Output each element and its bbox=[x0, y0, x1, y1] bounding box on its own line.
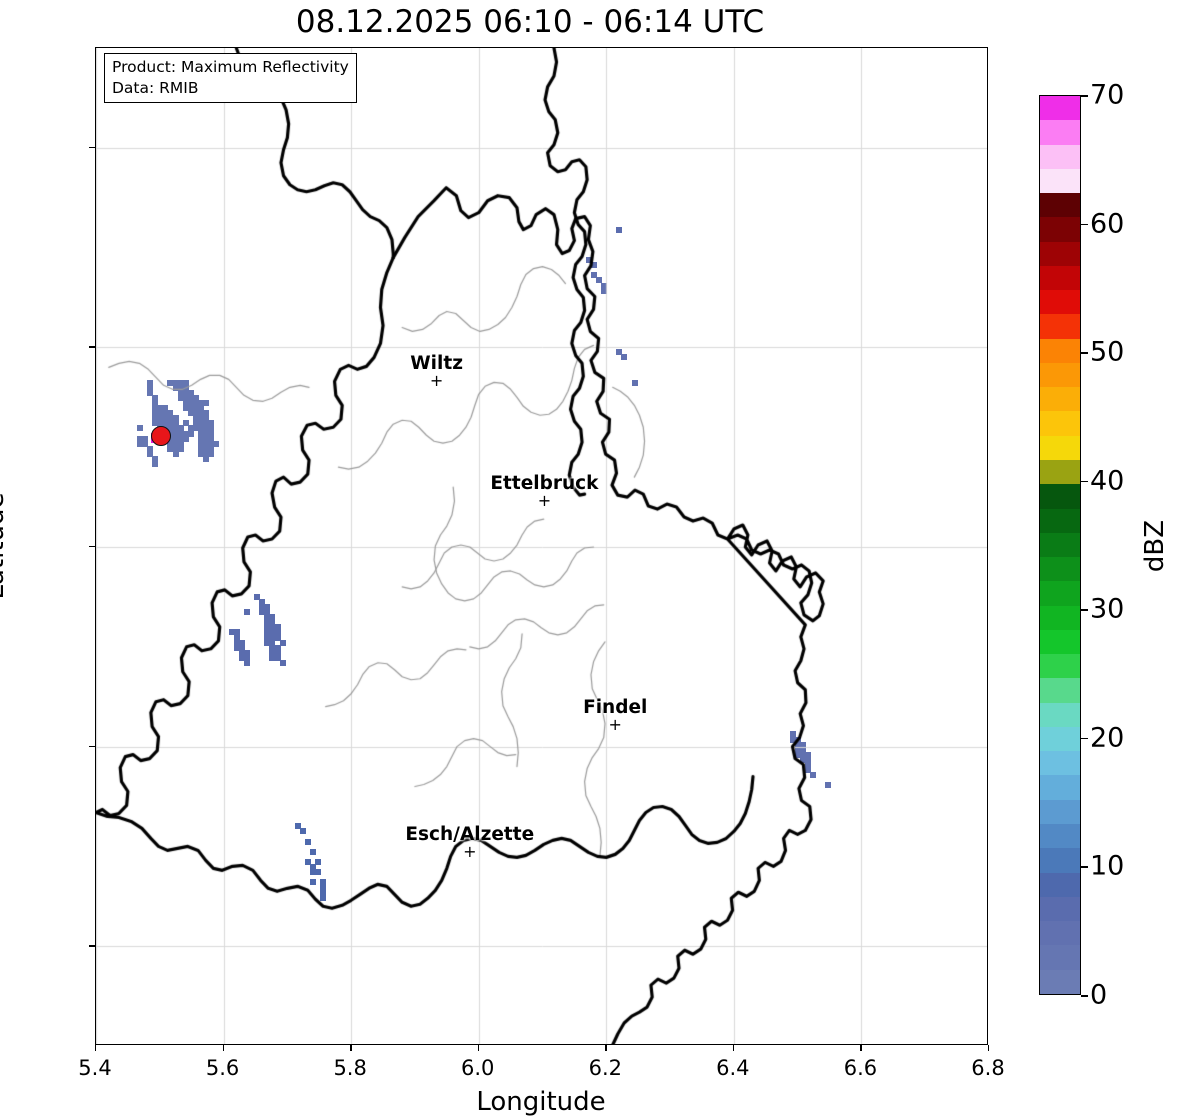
colorbar-tick bbox=[1081, 95, 1088, 97]
longitude-tick bbox=[988, 1045, 990, 1051]
colorbar-band bbox=[1040, 362, 1080, 388]
colorbar-band bbox=[1040, 654, 1080, 679]
colorbar-band bbox=[1040, 848, 1080, 873]
colorbar-band bbox=[1040, 435, 1080, 460]
latitude-tick bbox=[89, 745, 95, 747]
colorbar-band bbox=[1040, 726, 1080, 752]
latitude-tick bbox=[89, 945, 95, 947]
colorbar-tick-label: 70 bbox=[1090, 79, 1125, 111]
colorbar-tick-label: 60 bbox=[1090, 208, 1125, 240]
colorbar-band bbox=[1040, 168, 1080, 194]
latitude-tick bbox=[89, 546, 95, 548]
colorbar-band bbox=[1040, 241, 1080, 266]
colorbar-band bbox=[1040, 120, 1080, 145]
colorbar-band bbox=[1040, 387, 1080, 412]
colorbar-band bbox=[1040, 314, 1080, 339]
colorbar-band bbox=[1040, 799, 1080, 824]
longitude-tick-label: 5.8 bbox=[333, 1056, 367, 1080]
colorbar-tick bbox=[1081, 995, 1088, 997]
colorbar-band bbox=[1040, 411, 1080, 436]
dbz-colorbar bbox=[1039, 95, 1081, 995]
longitude-tick bbox=[860, 1045, 862, 1051]
colorbar-band bbox=[1040, 508, 1080, 533]
longitude-tick-label: 5.4 bbox=[78, 1056, 112, 1080]
page-title: 08.12.2025 06:10 - 06:14 UTC bbox=[295, 4, 765, 40]
colorbar-band bbox=[1040, 678, 1080, 703]
colorbar-tick bbox=[1081, 737, 1088, 740]
colorbar-band bbox=[1040, 751, 1080, 776]
colorbar-title: dBZ bbox=[1140, 519, 1170, 573]
longitude-tick bbox=[350, 1045, 352, 1051]
colorbar-band bbox=[1040, 144, 1080, 169]
colorbar-band bbox=[1040, 459, 1080, 485]
colorbar-band bbox=[1040, 921, 1080, 946]
colorbar-tick bbox=[1081, 866, 1088, 868]
longitude-tick bbox=[732, 1045, 735, 1051]
longitude-axis-title: Longitude bbox=[476, 1087, 606, 1117]
longitude-tick bbox=[95, 1045, 97, 1051]
longitude-tick bbox=[222, 1045, 224, 1051]
colorbar-band bbox=[1040, 484, 1080, 509]
infobox-product-line: Product: Maximum Reflectivity bbox=[112, 58, 349, 76]
colorbar-band bbox=[1040, 290, 1080, 315]
colorbar-band bbox=[1040, 581, 1080, 606]
colorbar-band bbox=[1040, 775, 1080, 800]
latitude-tick bbox=[89, 346, 95, 348]
radar-site-dot-icon bbox=[150, 426, 171, 447]
colorbar-tick bbox=[1081, 480, 1088, 483]
colorbar-tick bbox=[1081, 609, 1088, 611]
colorbar-tick-label: 20 bbox=[1090, 722, 1125, 754]
colorbar-tick-label: 10 bbox=[1090, 850, 1125, 882]
map-canvas-wrapper bbox=[96, 48, 987, 1044]
colorbar-band bbox=[1040, 945, 1080, 970]
colorbar-tick-label: 30 bbox=[1090, 593, 1125, 625]
colorbar-band bbox=[1040, 702, 1080, 727]
colorbar-tick-label: 50 bbox=[1090, 336, 1125, 368]
colorbar-band bbox=[1040, 605, 1080, 630]
colorbar-band bbox=[1040, 265, 1080, 291]
latitude-axis-title: Latitude bbox=[0, 492, 10, 600]
product-info-box: Product: Maximum Reflectivity Data: RMIB bbox=[104, 53, 357, 104]
longitude-tick-label: 6.8 bbox=[971, 1056, 1005, 1080]
longitude-tick-label: 5.6 bbox=[205, 1056, 240, 1080]
administrative-borders-layer bbox=[96, 48, 987, 1044]
longitude-tick bbox=[477, 1045, 480, 1051]
longitude-tick-label: 6.0 bbox=[461, 1056, 495, 1080]
colorbar-tick bbox=[1081, 352, 1088, 354]
radar-map-plot[interactable]: Wiltz + Ettelbruck + Findel + Esch/Alzette + Pr… bbox=[95, 47, 988, 1045]
colorbar-band bbox=[1040, 193, 1080, 218]
colorbar-band bbox=[1040, 96, 1080, 121]
colorbar-band bbox=[1040, 823, 1080, 849]
colorbar-tick-label: 0 bbox=[1090, 979, 1108, 1011]
latitude-tick bbox=[89, 146, 95, 149]
longitude-tick-label: 6.2 bbox=[588, 1056, 622, 1080]
colorbar-band bbox=[1040, 969, 1080, 994]
colorbar-tick-label: 40 bbox=[1090, 465, 1125, 497]
colorbar-band bbox=[1040, 896, 1080, 922]
longitude-tick-label: 6.6 bbox=[843, 1056, 878, 1080]
infobox-data-line: Data: RMIB bbox=[112, 78, 199, 97]
colorbar-band bbox=[1040, 532, 1080, 558]
longitude-tick bbox=[605, 1045, 607, 1051]
colorbar-band bbox=[1040, 217, 1080, 242]
colorbar-band bbox=[1040, 338, 1080, 363]
colorbar-band bbox=[1040, 872, 1080, 897]
longitude-tick-label: 6.4 bbox=[716, 1056, 750, 1080]
colorbar-tick bbox=[1081, 223, 1088, 226]
colorbar-band bbox=[1040, 557, 1080, 582]
colorbar-band bbox=[1040, 629, 1080, 655]
